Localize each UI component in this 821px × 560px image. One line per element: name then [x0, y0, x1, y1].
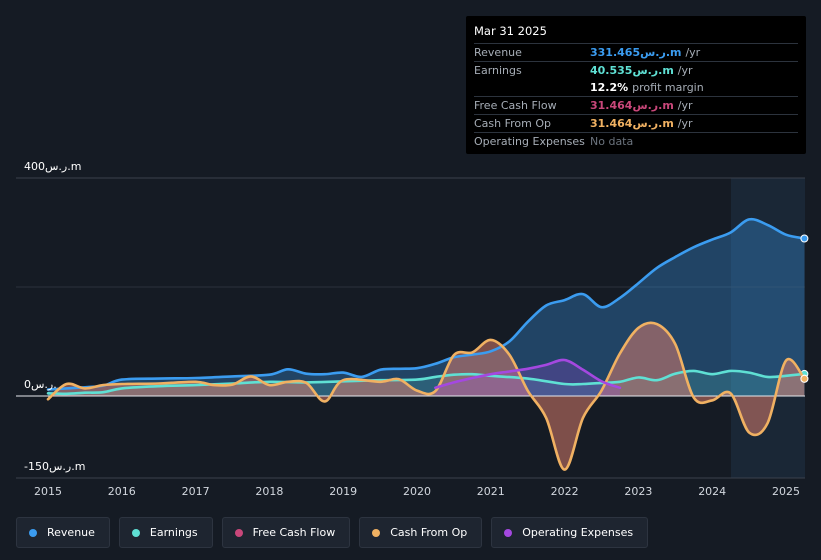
tooltip-value: 40.535ر.س.m	[590, 64, 674, 77]
tooltip-label	[474, 79, 590, 96]
legend-dot-icon	[234, 528, 243, 537]
tooltip-label: Free Cash Flow	[474, 99, 557, 112]
legend-item-operating-expenses[interactable]: Operating Expenses	[491, 517, 649, 548]
legend-dot-icon	[29, 528, 37, 537]
forecast-region	[731, 178, 805, 478]
tooltip-label: Operating Expenses	[474, 135, 585, 148]
tooltip-label: Revenue	[474, 46, 522, 59]
earnings-line[interactable]	[46, 369, 806, 396]
series-areas	[48, 219, 805, 470]
tooltip-date: Mar 31 2025	[474, 22, 798, 44]
x-tick-label: 2018	[255, 485, 283, 498]
revenue-end-marker[interactable]	[800, 234, 809, 243]
revenue-line[interactable]	[46, 217, 806, 391]
y-axis-max-label: 400ر.س.m	[24, 160, 81, 173]
data-tooltip: Mar 31 2025 Revenue 331.465ر.س.m /yr Ear…	[466, 16, 806, 154]
legend-item-revenue[interactable]: Revenue	[16, 517, 110, 548]
x-tick-label: 2024	[698, 485, 726, 498]
earnings-area	[48, 370, 805, 396]
y-axis-zero-label: 0ر.س.	[24, 378, 57, 391]
x-tick-label: 2020	[403, 485, 431, 498]
legend-label: Operating Expenses	[522, 526, 634, 539]
tooltip-row-cash-from-op: Cash From Op 31.464ر.س.m /yr	[474, 115, 798, 133]
tooltip-value: 12.2%	[590, 81, 629, 94]
revenue-area	[48, 219, 805, 396]
tooltip-label: Earnings	[474, 64, 522, 77]
tooltip-row-operating-expenses: Operating Expenses No data	[474, 133, 798, 150]
tooltip-value: 331.465ر.س.m	[590, 46, 682, 59]
x-tick-label: 2022	[551, 485, 579, 498]
tooltip-unit: /yr	[677, 64, 693, 77]
legend-item-free-cash-flow[interactable]: Free Cash Flow	[221, 517, 351, 548]
x-axis-ticks: 2015 2016 2017 2018 2019 2020 2021 2022 2023 2024…	[34, 485, 800, 498]
x-tick-label: 2023	[624, 485, 652, 498]
legend-label: Free Cash Flow	[252, 526, 336, 539]
legend-label: Earnings	[149, 526, 198, 539]
series-lines	[46, 217, 809, 471]
tooltip-value: 31.464ر.س.m	[590, 99, 674, 112]
legend-dot-icon	[504, 528, 513, 537]
x-tick-label: 2025	[772, 485, 800, 498]
x-tick-label: 2019	[329, 485, 357, 498]
x-tick-label: 2016	[108, 485, 136, 498]
operating-expenses-line[interactable]	[434, 358, 622, 390]
tooltip-unit: profit margin	[632, 81, 704, 94]
chart-legend: Revenue Earnings Free Cash Flow Cash Fro…	[16, 517, 649, 548]
legend-item-cash-from-op[interactable]: Cash From Op	[359, 517, 483, 548]
x-tick-label: 2015	[34, 485, 62, 498]
legend-dot-icon	[131, 528, 140, 537]
x-tick-label: 2017	[182, 485, 210, 498]
tooltip-unit: /yr	[685, 46, 701, 59]
tooltip-row-revenue: Revenue 331.465ر.س.m /yr	[474, 44, 798, 62]
y-axis-min-label: -150ر.س.m	[24, 460, 85, 473]
legend-dot-icon	[372, 528, 381, 537]
legend-label: Revenue	[47, 526, 95, 539]
x-tick-label: 2021	[477, 485, 505, 498]
tooltip-value: 31.464ر.س.m	[590, 117, 674, 130]
cash-from-op-end-marker[interactable]	[800, 374, 809, 383]
tooltip-row-earnings: Earnings 40.535ر.س.m /yr	[474, 62, 798, 79]
tooltip-label: Cash From Op	[474, 117, 552, 130]
cash-from-op-line[interactable]	[46, 321, 806, 471]
legend-label: Cash From Op	[390, 526, 468, 539]
tooltip-value: No data	[590, 135, 634, 148]
legend-item-earnings[interactable]: Earnings	[118, 517, 213, 548]
tooltip-row-profit-margin: 12.2% profit margin	[474, 79, 798, 97]
tooltip-unit: /yr	[677, 99, 693, 112]
tooltip-unit: /yr	[677, 117, 693, 130]
tooltip-row-free-cash-flow: Free Cash Flow 31.464ر.س.m /yr	[474, 97, 798, 115]
